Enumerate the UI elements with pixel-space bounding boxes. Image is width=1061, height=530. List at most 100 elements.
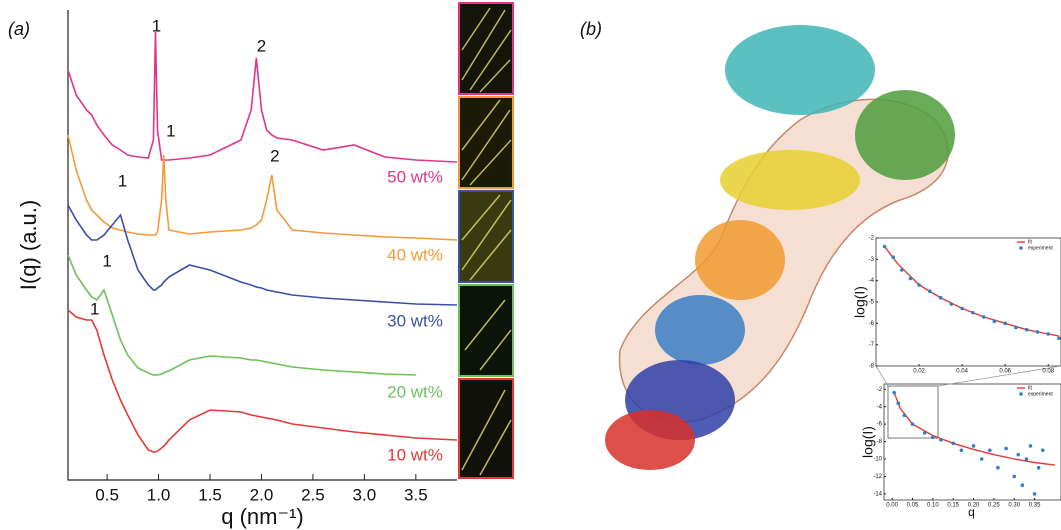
data-point — [896, 401, 901, 405]
data-point — [1004, 446, 1008, 451]
data-point — [917, 283, 921, 287]
data-point — [959, 448, 964, 453]
x-tick-label: 0.02 — [913, 369, 925, 375]
series-label: 20 wt% — [387, 382, 443, 401]
y-tick-label: -2 — [877, 387, 883, 393]
inset-frame — [883, 383, 1061, 501]
panel-label: (a) — [8, 19, 30, 39]
y-tick-label: -6 — [869, 321, 875, 327]
data-point — [1016, 452, 1021, 457]
peak-label: 1 — [102, 251, 111, 270]
x-tick-label: 0.35 — [1029, 503, 1041, 509]
data-point — [900, 268, 904, 272]
x-tick-label: 0.05 — [907, 503, 919, 509]
peak-label: 1 — [152, 16, 161, 35]
x-tick-label: 1.5 — [198, 485, 222, 504]
micrographs — [458, 2, 514, 479]
peak-label: 1 — [166, 121, 175, 140]
inset-frame — [875, 237, 1061, 367]
data-point — [891, 255, 896, 259]
data-point — [971, 444, 976, 448]
y-tick-label: -12 — [873, 474, 882, 480]
x-tick-label: 3.0 — [353, 485, 377, 504]
peak-label: 1 — [118, 171, 127, 190]
zoom-connector — [875, 365, 1061, 387]
data-point — [1003, 321, 1007, 326]
series-line — [67, 134, 458, 241]
x-tick-label: 1.0 — [147, 485, 171, 504]
data-point — [902, 413, 907, 418]
y-tick-label: -14 — [873, 491, 882, 497]
x-tick-label: 0.20 — [968, 503, 980, 509]
data-point — [1035, 330, 1040, 334]
data-point — [971, 310, 975, 315]
peak-label: 2 — [257, 36, 266, 55]
legend-marker — [1019, 246, 1023, 250]
x-tick-label: 0.15 — [947, 503, 959, 509]
data-point — [960, 306, 964, 311]
protein-structure — [605, 25, 955, 470]
legend-label: experiment — [1028, 245, 1053, 251]
data-point — [1028, 444, 1033, 448]
data-point — [1057, 336, 1061, 341]
y-tick-label: -8 — [877, 439, 883, 445]
x-tick-label: 3.5 — [404, 485, 428, 504]
series-line — [67, 309, 458, 453]
peak-label: 2 — [270, 146, 279, 165]
legend-marker — [1019, 392, 1023, 396]
data-point — [992, 319, 997, 324]
series-line — [893, 392, 1055, 466]
x-tick-label: 0.08 — [1042, 369, 1054, 375]
data-point — [996, 465, 1000, 470]
axes-frame — [67, 10, 457, 481]
y-axis-label: I(q) (a.u.) — [16, 200, 41, 290]
legend-label: fit — [1028, 385, 1033, 391]
data-point — [1012, 474, 1017, 479]
data-point — [892, 390, 896, 395]
data-point — [908, 276, 913, 281]
x-tick-label: 0.30 — [1008, 503, 1020, 509]
series-label: 30 wt% — [387, 311, 443, 330]
series-label: 10 wt% — [387, 445, 443, 464]
zoom-box — [887, 385, 939, 439]
legend-label: fit — [1028, 239, 1033, 245]
x-tick-label: 0.5 — [95, 485, 119, 504]
panel-label: (b) — [580, 19, 602, 39]
data-point — [988, 448, 992, 453]
data-point — [928, 289, 932, 294]
peak-label: 1 — [90, 299, 99, 318]
data-point — [1020, 483, 1025, 487]
data-point — [1014, 325, 1018, 330]
y-axis-label: log(I) — [852, 286, 868, 318]
y-tick-label: -2 — [869, 236, 875, 242]
y-tick-label: -10 — [873, 457, 882, 463]
x-axis-label: q (nm⁻¹) — [221, 504, 304, 529]
series-line — [67, 31, 458, 163]
y-tick-label: -5 — [869, 300, 875, 306]
data-point — [910, 422, 915, 426]
data-point — [1036, 465, 1041, 470]
y-tick-label: -6 — [877, 422, 883, 428]
x-tick-label: 0.00 — [886, 503, 898, 509]
legend-label: experiment — [1028, 391, 1053, 397]
x-tick-label: 2.0 — [250, 485, 274, 504]
data-point — [882, 244, 887, 249]
data-point — [931, 435, 935, 440]
data-point — [1046, 332, 1051, 336]
y-tick-label: -4 — [877, 404, 883, 410]
data-point — [1040, 448, 1045, 453]
data-point — [1024, 327, 1029, 332]
data-point — [922, 431, 927, 435]
x-tick-label: 0.04 — [956, 369, 968, 375]
series-label: 50 wt% — [387, 167, 443, 186]
y-tick-label: -4 — [869, 278, 875, 284]
data-point — [1032, 492, 1037, 496]
x-tick-label: 2.5 — [301, 485, 325, 504]
x-tick-label: 0.25 — [988, 503, 1000, 509]
x-tick-label: 0.10 — [927, 503, 939, 509]
series-line — [67, 254, 416, 376]
x-tick-label: 0.06 — [999, 369, 1011, 375]
data-point — [981, 315, 986, 319]
